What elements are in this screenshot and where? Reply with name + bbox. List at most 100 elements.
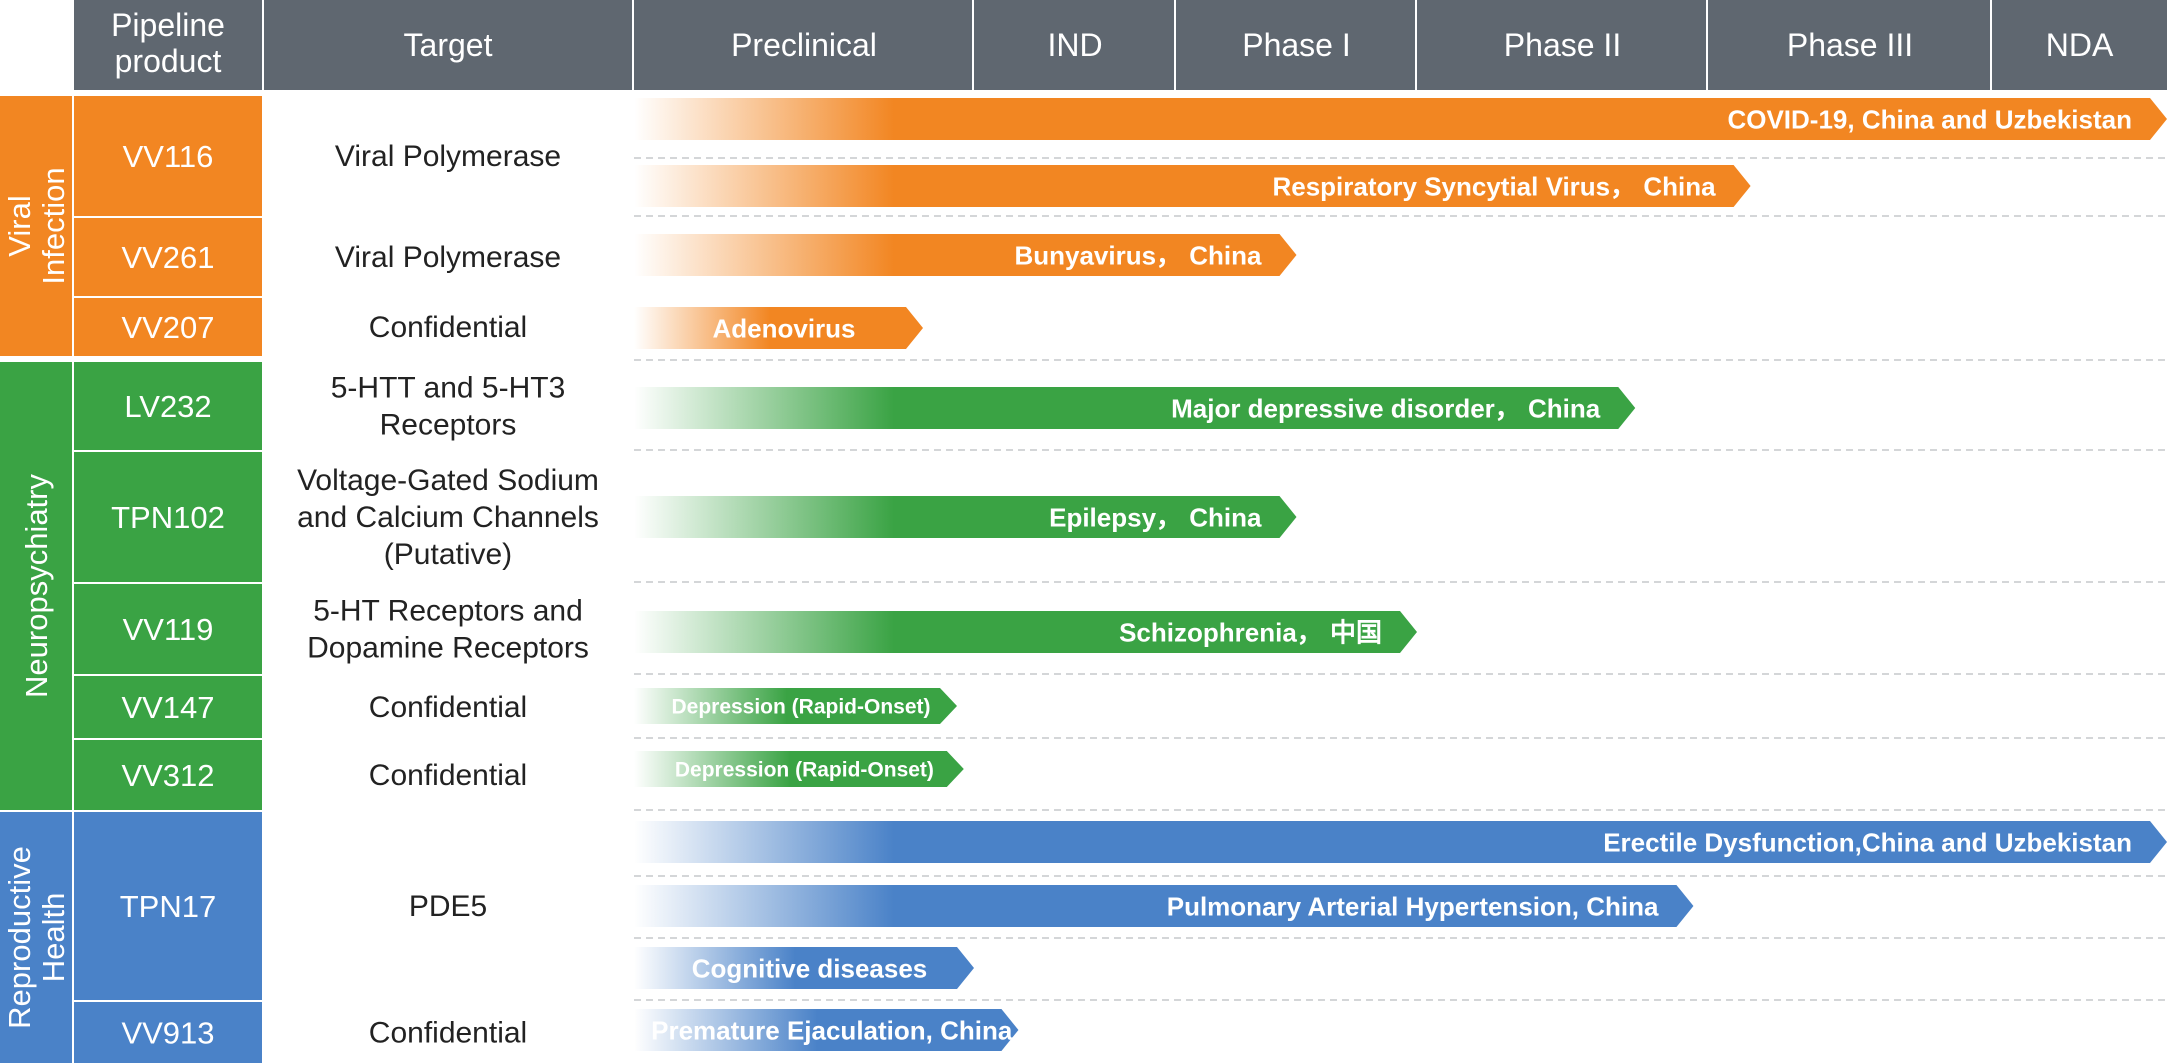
program-bar: Cognitive diseases [634,947,974,989]
row-separators [634,157,2167,1001]
header-cell-stage [1708,0,1990,90]
product-name: VV312 [121,758,214,793]
category-cell [0,96,72,356]
bar-body [816,1009,1019,1051]
header-cell-stage [634,0,972,90]
bar-body [794,947,974,989]
product-cell [74,584,262,674]
program-bar: Premature Ejaculation, China [634,1009,1019,1051]
bar-body [893,885,1694,927]
product-name: VV207 [121,310,214,345]
bar-body [893,234,1297,276]
program-bar: Schizophrenia， 中国 [634,611,1417,653]
bar-fade [634,387,894,429]
product-cell [74,812,262,1000]
bar-fade [634,947,796,989]
product-name: VV261 [121,240,214,275]
target-label: Voltage-Gated Sodium and Calcium Channels… [297,464,599,571]
target-label: Viral Polymerase [335,241,561,274]
header-cell-target [264,0,632,90]
program-label: Depression (Rapid-Onset) [675,759,934,782]
program-label: Respiratory Syncytial Virus， China [1272,171,1716,201]
program-label: Bunyavirus， China [1014,240,1262,270]
bar-body [893,496,1297,538]
program-bar: Epilepsy， China [634,496,1297,538]
target-label: Confidential [369,1017,527,1050]
target-label: Viral Polymerase [335,140,561,173]
stage-header-label: Phase I [1242,27,1351,63]
left-columns: ViralInfection VV116 Viral Polymerase VV261… [0,96,599,1063]
bar-body [893,98,2167,140]
product-cell [74,1002,262,1063]
product-cell [74,452,262,582]
bar-body [769,307,923,349]
bar-fade [634,234,894,276]
program-label: Depression (Rapid-Onset) [671,696,930,719]
product-cell [74,96,262,216]
category-cell [0,362,72,810]
program-bar: Major depressive disorder， China [634,387,1636,429]
target-label: PDE5 [409,890,487,923]
category-cell [0,812,72,1063]
bar-fade [634,496,894,538]
header-row: Pipeline product Target Preclinical IND Phase… [74,0,2167,90]
bar-fade [634,821,894,863]
program-label: Epilepsy， China [1049,502,1262,532]
header-target-label: Target [404,27,493,63]
stage-header-label: Phase II [1504,27,1621,63]
bar-fade [634,1009,818,1051]
program-label: Pulmonary Arterial Hypertension, China [1167,891,1659,921]
program-bar: Depression (Rapid-Onset) [634,688,957,724]
bar-fade [634,611,894,653]
bar-fade [634,688,787,724]
product-name: VV147 [121,690,214,725]
program-bar: Adenovirus [634,307,923,349]
bar-body [893,387,1636,429]
header-cell-stage [1417,0,1706,90]
program-bar: COVID-19, China and Uzbekistan [634,98,2167,140]
category-label: Neuropsychiatry [19,474,54,698]
product-cell [74,218,262,296]
product-name: LV232 [124,389,211,424]
program-label: Major depressive disorder， China [1171,393,1601,423]
bar-fade [634,307,770,349]
bar-body [789,751,964,787]
stage-header-label: Preclinical [731,27,877,63]
header-cell-stage [1176,0,1415,90]
program-bar: Bunyavirus， China [634,234,1297,276]
bar-body [893,821,2167,863]
bar-fade [634,98,894,140]
program-label: Premature Ejaculation, China [651,1015,1013,1045]
target-label: 5-HT Receptors and Dopamine Receptors [307,595,589,665]
stage-header-label: NDA [2046,27,2114,63]
program-bar: Erectile Dysfunction,China and Uzbekista… [634,821,2167,863]
header-cell-product [74,0,262,90]
product-name: VV913 [121,1016,214,1051]
target-label: Confidential [369,311,527,344]
header-cell-stage [1992,0,2167,90]
progress-bars: COVID-19, China and Uzbekistan Respirator… [634,98,2167,1051]
bar-fade [634,885,894,927]
category-label: ReproductiveHealth [2,846,71,1029]
program-bar: Respiratory Syncytial Virus， China [634,165,1751,207]
program-bar: Pulmonary Arterial Hypertension, China [634,885,1694,927]
program-bar: Depression (Rapid-Onset) [634,751,964,787]
target-label: 5-HTT and 5-HT3 Receptors [331,372,566,442]
product-cell [74,362,262,450]
product-name: VV119 [123,612,214,647]
product-cell [74,298,262,356]
product-name: TPN102 [111,500,225,535]
program-label: Adenovirus [712,313,855,343]
bar-fade [634,165,894,207]
product-cell [74,676,262,738]
bar-body [893,611,1417,653]
target-label: Confidential [369,691,527,724]
program-label: Erectile Dysfunction,China and Uzbekista… [1603,827,2132,857]
stage-header-label: IND [1047,27,1102,63]
bar-body [893,165,1751,207]
stage-header-label: Phase III [1787,27,1913,63]
program-label: Schizophrenia， 中国 [1119,617,1382,647]
product-name: TPN17 [120,889,216,924]
category-label: ViralInfection [2,167,71,284]
